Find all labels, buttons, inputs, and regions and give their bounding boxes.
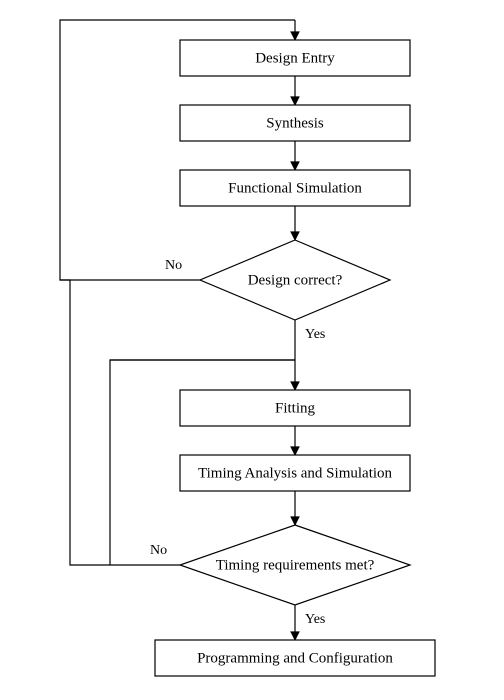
flow-box-label: Design Entry xyxy=(255,50,335,66)
flow-box-label: Timing Analysis and Simulation xyxy=(198,465,393,481)
flow-box-label: Functional Simulation xyxy=(228,180,362,196)
flow-box-label: Synthesis xyxy=(266,115,324,131)
edge-label: No xyxy=(150,543,167,558)
flow-decision-label: Timing requirements met? xyxy=(216,557,375,573)
edge xyxy=(60,280,110,565)
flow-decision-label: Design correct? xyxy=(248,272,343,288)
flow-box-label: Fitting xyxy=(275,400,316,416)
flow-box-label: Programming and Configuration xyxy=(197,650,393,666)
edge-label: No xyxy=(165,258,182,273)
edge-label: Yes xyxy=(305,612,325,627)
edge-label: Yes xyxy=(305,327,325,342)
